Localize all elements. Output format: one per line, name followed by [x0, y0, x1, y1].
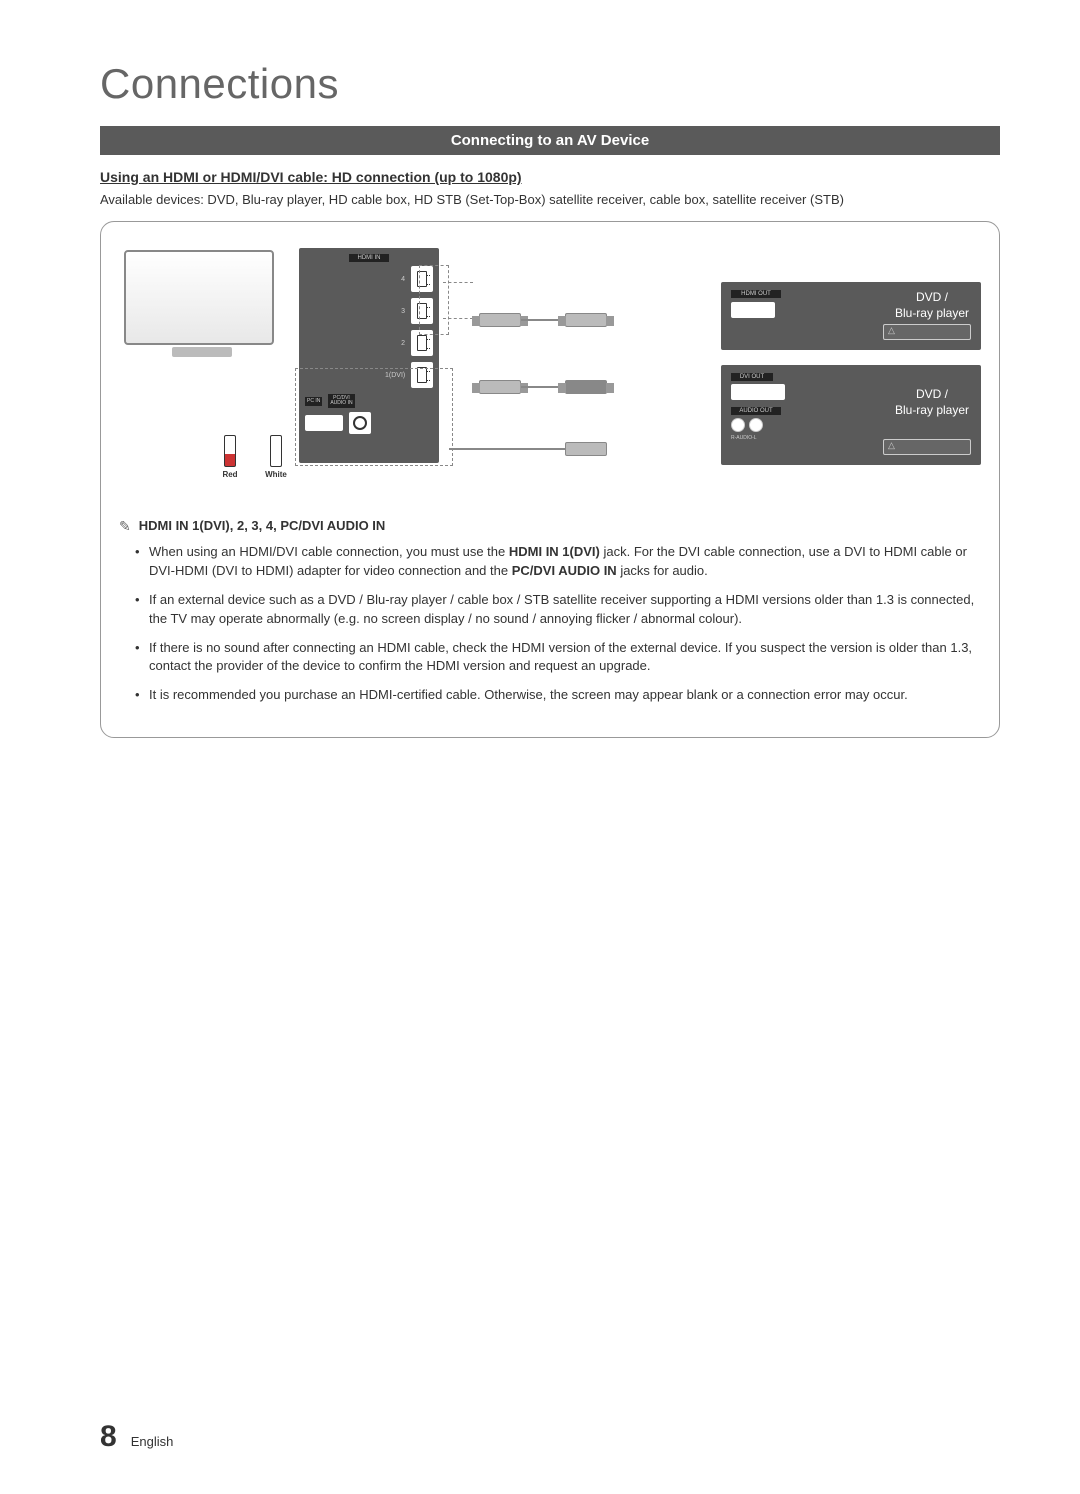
note-heading: HDMI IN 1(DVI), 2, 3, 4, PC/DVI AUDIO IN [139, 518, 386, 533]
hdmi-plug-right [565, 313, 607, 327]
dvi-plug-right [565, 380, 607, 394]
dashed-group-hdmi [419, 265, 449, 335]
tv-icon [124, 250, 279, 365]
note-item-3: If there is no sound after connecting an… [149, 639, 981, 677]
disc-tray-icon [883, 324, 971, 340]
rca-out-l [749, 418, 763, 432]
rca-out-r [731, 418, 745, 432]
hdmi-port-4-label: 4 [385, 276, 405, 283]
dvi-out-port [731, 384, 785, 400]
language-label: English [131, 1434, 174, 1449]
intro-text: Available devices: DVD, Blu-ray player, … [100, 191, 1000, 209]
hdmi-out-label: HDMI OUT [731, 290, 781, 298]
note-item-4: It is recommended you purchase an HDMI-c… [149, 686, 981, 705]
device-bluray-hdmi: HDMI OUT DVD / Blu-ray player [721, 282, 981, 350]
audio-plug-right [565, 442, 607, 456]
hdmi-out-port [731, 302, 775, 318]
diagram-container: HDMI IN 4 3 2 1(DVI) PC IN PC/DVI AUDIO … [100, 221, 1000, 738]
section-header-bar: Connecting to an AV Device [100, 126, 1000, 155]
notes-list: When using an HDMI/DVI cable connection,… [119, 543, 981, 705]
hdmi-cable-dash-2 [443, 318, 473, 320]
disc-tray-icon-2 [883, 439, 971, 455]
dvi-plug-left [479, 380, 521, 394]
hdmi-cable-dash-1 [443, 282, 473, 284]
hdmi-port-3-label: 3 [385, 308, 405, 315]
subheading: Using an HDMI or HDMI/DVI cable: HD conn… [100, 169, 1000, 185]
note-item-2: If an external device such as a DVD / Bl… [149, 591, 981, 629]
device1-title-1: DVD / [895, 290, 969, 306]
device2-title-2: Blu-ray player [895, 403, 969, 419]
dvi-out-label: DVI OUT [731, 373, 773, 381]
hdmi-in-label: HDMI IN [349, 254, 389, 262]
note-heading-row: ✎ HDMI IN 1(DVI), 2, 3, 4, PC/DVI AUDIO … [119, 518, 981, 535]
device1-title-2: Blu-ray player [895, 306, 969, 322]
note-icon: ✎ [119, 518, 131, 535]
audio-out-label: AUDIO OUT [731, 407, 781, 415]
page-footer: 8 English [100, 1420, 173, 1454]
device-bluray-dvi: DVI OUT AUDIO OUT R-AUDIO-L DVD / Blu-ra… [721, 365, 981, 465]
rca-red-label: Red [222, 470, 237, 479]
connection-diagram: HDMI IN 4 3 2 1(DVI) PC IN PC/DVI AUDIO … [119, 240, 981, 500]
rca-plugs: Red White [219, 435, 287, 479]
hdmi-port-2-label: 2 [385, 340, 405, 347]
device2-title-1: DVD / [895, 387, 969, 403]
rca-plug-red-icon [224, 435, 236, 467]
rca-plug-white-icon [270, 435, 282, 467]
page-title: Connections [100, 60, 1000, 108]
note-item-1: When using an HDMI/DVI cable connection,… [149, 543, 981, 581]
page-number: 8 [100, 1420, 117, 1454]
rca-white-label: White [265, 470, 287, 479]
hdmi-plug-left [479, 313, 521, 327]
audio-cable-line [449, 448, 579, 450]
dashed-group-dvi [295, 368, 453, 466]
